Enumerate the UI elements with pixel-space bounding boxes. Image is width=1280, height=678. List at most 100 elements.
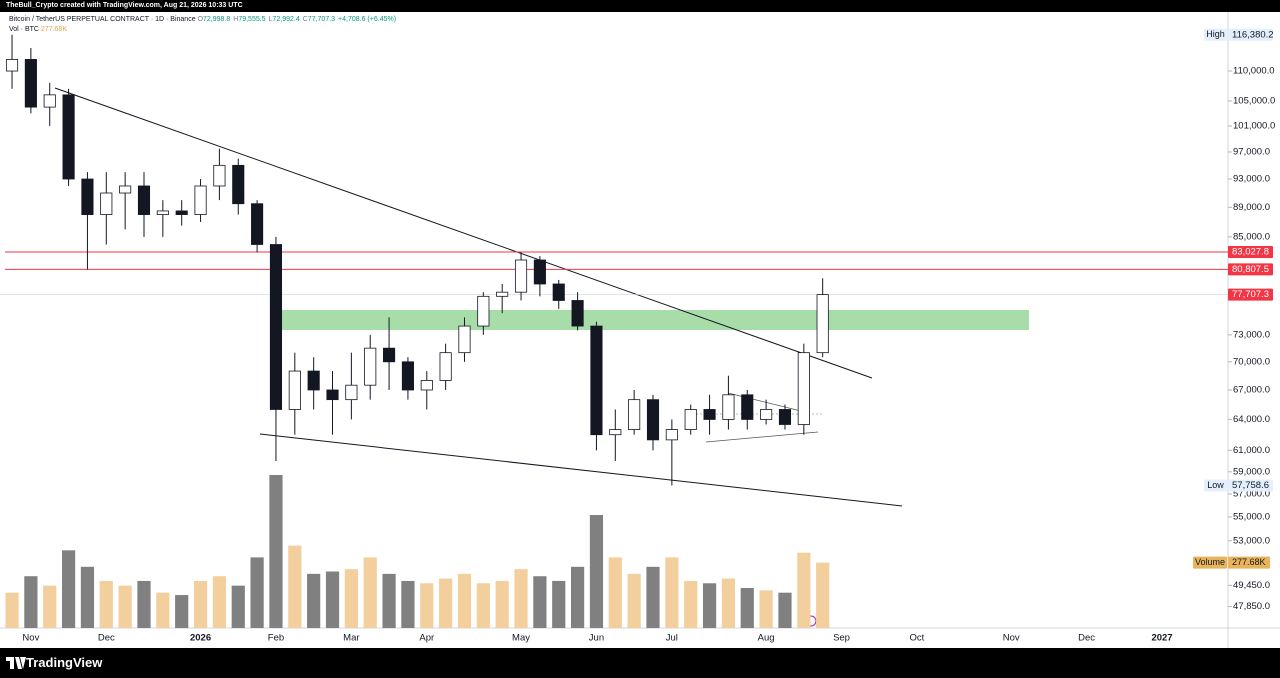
candle-body	[665, 429, 678, 441]
candle-body	[364, 347, 377, 386]
x-tick-label: Jul	[666, 633, 678, 644]
ohlc-key: H	[233, 16, 239, 23]
volume-tag-bg	[1193, 556, 1227, 569]
volume-bar	[533, 576, 547, 628]
y-tick-label: 53,000.0	[1233, 535, 1270, 546]
pattern-line	[705, 431, 819, 443]
candle-body	[420, 380, 433, 391]
volume-bar	[684, 580, 698, 628]
volume-bar	[627, 573, 641, 628]
y-tick-label: 70,000.0	[1233, 356, 1270, 367]
x-tick-label: Sep	[833, 633, 850, 644]
volume-bar	[325, 571, 340, 628]
y-tick-label: 49,450.0	[1233, 580, 1270, 591]
y-tick-label: 89,000.0	[1233, 202, 1270, 213]
ohlc: O72,998.8 H79,555.5 L72,992.4 C77,707.3	[198, 16, 338, 23]
volume-bar	[439, 578, 453, 628]
candle-body	[684, 409, 697, 430]
y-tick-label: 110,000.0	[1233, 66, 1275, 77]
candle-body	[5, 59, 19, 72]
candle-body	[269, 244, 283, 410]
volume-bar	[401, 580, 415, 628]
candle-body	[439, 352, 452, 381]
volume-bar	[269, 475, 283, 628]
level-label: 83,027.8	[1232, 247, 1269, 258]
volume-bar	[457, 573, 472, 628]
volume-bar	[212, 576, 226, 628]
y-tick-label: 64,000.0	[1233, 414, 1270, 425]
volume-bar	[797, 552, 811, 628]
y-tick-label: 55,000.0	[1233, 511, 1270, 522]
high-marker-label: 116,380.2	[1232, 29, 1274, 40]
volume-bar	[363, 557, 377, 628]
volume-bar	[231, 585, 245, 628]
y-tick-label: 105,000.0	[1233, 95, 1275, 106]
level-label-bg	[1228, 263, 1273, 276]
candle-body	[571, 300, 584, 327]
candle-body	[156, 210, 169, 215]
volume-bar	[608, 557, 622, 628]
x-tick-label: Nov	[1003, 633, 1020, 644]
volume-tag: Volume	[1195, 557, 1225, 567]
volume-bar	[420, 583, 434, 628]
volume-bar	[759, 590, 773, 628]
candle-body	[24, 59, 37, 108]
volume-label: 277.68K	[1232, 557, 1266, 567]
volume-label-bg	[1228, 556, 1270, 569]
volume-bar	[816, 562, 830, 628]
credit-bar: TheBull_Crypto created with TradingView.…	[0, 0, 1280, 12]
support-zone	[271, 310, 1029, 330]
volume-bar	[61, 550, 76, 628]
volume-bar	[80, 566, 95, 628]
candle-body	[816, 294, 829, 354]
y-tick-label: 97,000.0	[1233, 146, 1270, 157]
volume-value: 277.68K	[40, 26, 67, 33]
candle-body	[477, 295, 490, 327]
volume-bar	[307, 573, 321, 628]
x-tick-label: Apr	[419, 633, 434, 644]
x-tick-label: Aug	[758, 633, 775, 644]
y-tick-label: 61,000.0	[1233, 445, 1270, 456]
volume-bar	[344, 569, 358, 628]
marker-tag-bg	[1204, 479, 1227, 492]
candle-body	[175, 210, 188, 215]
candle-body	[646, 399, 660, 441]
candle-body	[62, 94, 75, 180]
marker-tag: High	[1206, 29, 1225, 39]
x-tick-label: Dec	[98, 633, 115, 644]
y-tick-label: 57,000.0	[1233, 488, 1270, 499]
candle-body	[251, 203, 264, 245]
volume-legend: Vol · BTC	[9, 26, 39, 33]
volume-bar	[5, 592, 19, 628]
trendline-lower	[259, 433, 903, 507]
volume-bar	[24, 576, 38, 628]
candle-body	[514, 259, 528, 293]
candle-body	[401, 361, 414, 391]
candle-body	[797, 352, 810, 425]
marker-tag-bg	[1204, 28, 1227, 41]
x-tick-label: Mar	[343, 633, 359, 644]
volume-bar	[702, 583, 717, 628]
candle-body	[703, 409, 716, 420]
volume-bar	[382, 573, 396, 628]
trendline-upper	[54, 87, 873, 379]
candle-body	[552, 283, 565, 301]
y-tick-label: 47,850.0	[1233, 601, 1270, 612]
change: +4,708.6 (+6.45%)	[338, 16, 397, 23]
candle-body	[609, 429, 622, 436]
volume-bar	[156, 592, 170, 628]
ohlc-key: O	[197, 16, 204, 23]
x-tick-label: Dec	[1078, 633, 1095, 644]
volume-bar	[552, 580, 566, 628]
volume-bar	[514, 569, 528, 628]
y-tick-label: 73,000.0	[1233, 329, 1270, 340]
x-tick-label: Feb	[268, 633, 284, 644]
volume-bar	[740, 587, 754, 628]
candle-body	[458, 325, 471, 354]
low-marker-label-bg	[1228, 479, 1273, 492]
volume-bar	[250, 557, 264, 628]
volume-bar	[646, 566, 660, 628]
volume-bar	[589, 515, 604, 628]
ohlc-key: L	[268, 16, 273, 23]
legend-row: Bitcoin / TetherUS PERPETUAL CONTRACT · …	[9, 15, 399, 25]
